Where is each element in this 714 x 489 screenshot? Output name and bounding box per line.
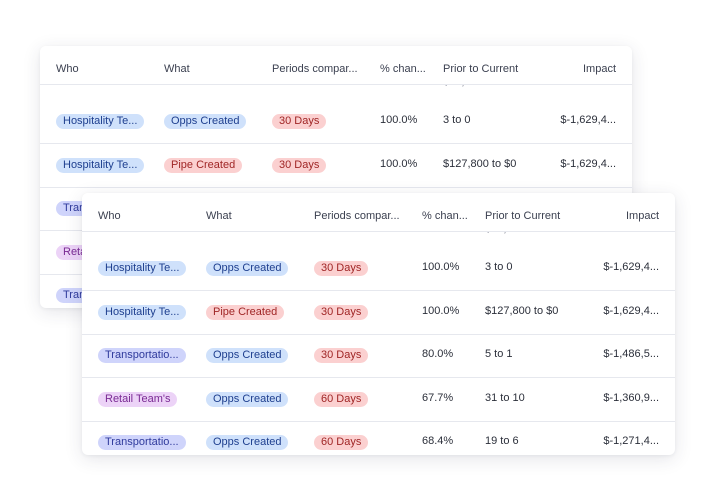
table-body: $55,100 Hospitality Te... Opps Created 30 D… — [40, 84, 632, 308]
header-prior-to-current[interactable]: Prior to Current — [485, 210, 561, 222]
table-row[interactable]: Hospitality Te... Opps Created 30 Days 100.… — [82, 247, 675, 291]
front-table-card: Who What Periods compar... % chan... Prior t… — [82, 193, 675, 455]
header-what[interactable]: What — [164, 63, 190, 75]
impact-value: $-1,486,5... — [603, 348, 659, 360]
table-body: $55,100 Hospitality Te... Opps Created 30 D… — [82, 231, 675, 455]
what-tag[interactable]: Pipe Created — [164, 157, 243, 173]
prior-to-current-value: $127,800 to $0 — [485, 304, 559, 317]
prior-to-current-value: $127,800 to $0 — [443, 157, 517, 170]
percent-change-value: 100.0% — [422, 261, 460, 273]
prior-to-current-value: 3 to 0 — [443, 114, 471, 126]
prior-to-current-value: 31 to 10 — [485, 391, 525, 404]
period-tag[interactable]: 30 Days — [272, 157, 327, 173]
period-tag[interactable]: 30 Days — [314, 348, 369, 363]
header-prior-to-current[interactable]: Prior to Current — [443, 63, 519, 75]
table-header: Who What Periods compar... % chan... Prior t… — [40, 46, 632, 85]
percent-change-value: 80.0% — [422, 348, 454, 360]
header-what[interactable]: What — [206, 210, 232, 222]
period-tag[interactable]: 60 Days — [314, 435, 369, 450]
impact-value: $-1,271,4... — [603, 435, 659, 447]
percent-change-value: 100.0% — [380, 114, 418, 126]
header-percent-change[interactable]: % chan... — [422, 210, 468, 222]
who-tag[interactable]: Hospitality Te... — [98, 261, 187, 276]
percent-change-value: 68.4% — [422, 435, 454, 447]
percent-change-value: 100.0% — [422, 304, 460, 317]
table-row[interactable]: Transportatio... Opps Created 60 Days 68.4%… — [82, 421, 675, 455]
partial-row-value: $55,100 — [443, 84, 483, 88]
impact-value: $-1,360,9... — [603, 391, 659, 404]
percent-change-value: 67.7% — [422, 391, 454, 404]
prior-to-current-value: 3 to 0 — [485, 261, 513, 273]
header-who[interactable]: Who — [98, 210, 121, 222]
what-tag[interactable]: Opps Created — [206, 261, 289, 276]
impact-value: $-1,629,4... — [560, 157, 616, 170]
what-tag[interactable]: Opps Created — [206, 435, 289, 450]
period-tag[interactable]: 30 Days — [314, 304, 369, 320]
header-impact[interactable]: Impact — [625, 210, 659, 222]
who-tag[interactable]: Transportatio... — [98, 435, 186, 450]
impact-value: $-1,629,4... — [603, 304, 659, 317]
table-row[interactable]: Hospitality Te... Pipe Created 30 Days 100.… — [40, 144, 632, 188]
table-header: Who What Periods compar... % chan... Prior t… — [82, 193, 675, 232]
prior-to-current-value: 19 to 6 — [485, 435, 519, 447]
what-tag[interactable]: Opps Created — [164, 114, 247, 129]
period-tag[interactable]: 30 Days — [272, 114, 327, 129]
period-tag[interactable]: 30 Days — [314, 261, 369, 276]
prior-to-current-value: 5 to 1 — [485, 348, 513, 360]
who-tag[interactable]: Hospitality Te... — [56, 114, 145, 129]
what-tag[interactable]: Opps Created — [206, 348, 289, 363]
header-percent-change[interactable]: % chan... — [380, 63, 426, 75]
table-row[interactable]: Hospitality Te... Pipe Created 30 Days 100.… — [82, 291, 675, 335]
period-tag[interactable]: 60 Days — [314, 391, 369, 407]
percent-change-value: 100.0% — [380, 157, 418, 170]
header-impact[interactable]: Impact — [582, 63, 616, 75]
table-row[interactable]: Hospitality Te... Opps Created 30 Days 100.… — [40, 100, 632, 144]
who-tag[interactable]: Retail Team's — [98, 391, 178, 407]
what-tag[interactable]: Pipe Created — [206, 304, 285, 320]
partial-row-value: $55,100 — [485, 231, 525, 235]
what-tag[interactable]: Opps Created — [206, 391, 289, 407]
impact-value: $-1,629,4... — [603, 261, 659, 273]
table-row[interactable]: Retail Team's Opps Created 60 Days 67.7% 31 … — [82, 378, 675, 422]
header-periods-compared[interactable]: Periods compar... — [314, 210, 400, 222]
impact-value: $-1,629,4... — [560, 114, 616, 126]
header-who[interactable]: Who — [56, 63, 79, 75]
table-row[interactable]: Transportatio... Opps Created 30 Days 80.0%… — [82, 334, 675, 378]
who-tag[interactable]: Hospitality Te... — [98, 304, 187, 320]
who-tag[interactable]: Transportatio... — [98, 348, 186, 363]
header-periods-compared[interactable]: Periods compar... — [272, 63, 358, 75]
who-tag[interactable]: Hospitality Te... — [56, 157, 145, 173]
